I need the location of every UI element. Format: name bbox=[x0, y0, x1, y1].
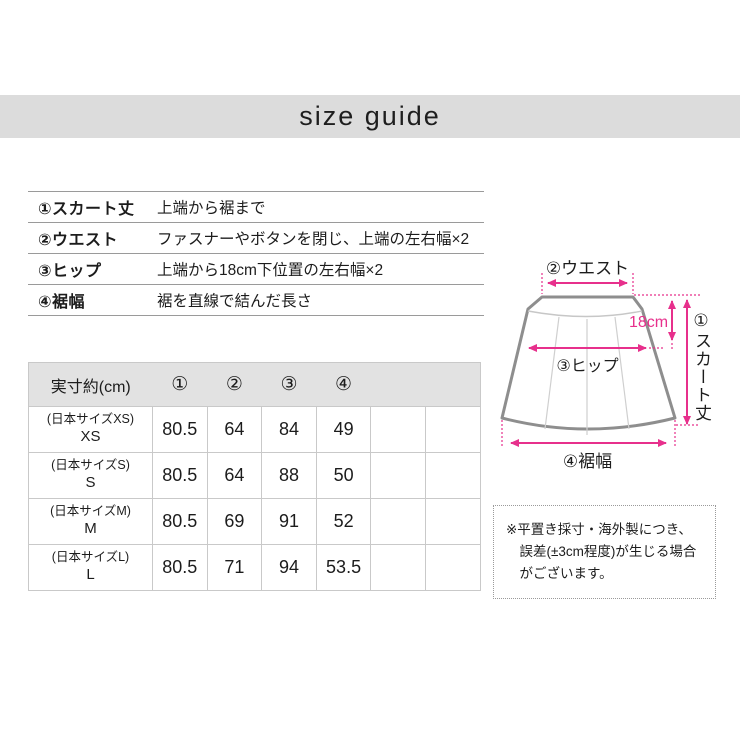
size-cell bbox=[370, 544, 426, 591]
waistband-seam-line bbox=[527, 310, 643, 318]
note-line: 誤差(±3cm程度)が生じる場合 bbox=[519, 543, 697, 559]
size-cell bbox=[370, 452, 426, 499]
size-row-size: M bbox=[84, 519, 97, 537]
size-cell: 64 bbox=[206, 406, 263, 453]
size-row-s: (日本サイズS) S 80.5 64 88 50 bbox=[28, 452, 481, 499]
legend-term: ③ヒップ bbox=[38, 263, 102, 280]
size-cell: 80.5 bbox=[152, 406, 208, 453]
size-cell bbox=[424, 452, 481, 499]
size-cell bbox=[424, 406, 481, 453]
size-row-label: (日本サイズL) L bbox=[28, 544, 153, 591]
legend-desc: 裾を直線で結んだ長さ bbox=[157, 293, 313, 310]
size-row-size: L bbox=[86, 565, 95, 583]
legend-term: ④裾幅 bbox=[38, 294, 86, 311]
col-header-5 bbox=[370, 362, 426, 407]
size-cell bbox=[370, 498, 426, 545]
size-row-jp-label: (日本サイズS) bbox=[51, 458, 130, 473]
legend-term: ①スカート丈 bbox=[38, 201, 135, 218]
size-row-label: (日本サイズXS) XS bbox=[28, 406, 153, 453]
size-cell: 69 bbox=[206, 498, 263, 545]
col-header-3: ③ bbox=[261, 362, 317, 407]
size-row-size: S bbox=[85, 473, 96, 491]
title-band: size guide bbox=[0, 95, 740, 138]
size-row-xs: (日本サイズXS) XS 80.5 64 84 49 bbox=[28, 406, 481, 453]
col-header-2: ② bbox=[207, 362, 262, 407]
legend-row: ①スカート丈 上端から裾まで bbox=[28, 191, 484, 222]
legend-row: ②ウエスト ファスナーやボタンを閉じ、上端の左右幅×2 bbox=[28, 222, 484, 253]
col-header-1: ① bbox=[152, 362, 208, 407]
legend-desc: 上端から裾まで bbox=[157, 200, 266, 217]
hip-label: ③ヒップ bbox=[556, 358, 619, 375]
size-row-label: (日本サイズS) S bbox=[28, 452, 153, 499]
legend-term: ②ウエスト bbox=[38, 232, 119, 249]
size-cell: 53.5 bbox=[315, 544, 372, 591]
waist-label: ②ウエスト bbox=[545, 259, 630, 278]
skirt-panel-line bbox=[614, 316, 630, 430]
col-header-6 bbox=[425, 362, 481, 407]
size-row-jp-label: (日本サイズL) bbox=[51, 550, 130, 565]
skirt-length-label: ①スカート丈 bbox=[692, 311, 711, 422]
col-header-4: ④ bbox=[316, 362, 371, 407]
size-row-jp-label: (日本サイズXS) bbox=[46, 412, 135, 427]
size-cell: 84 bbox=[261, 406, 317, 453]
legend-desc: 上端から18cm下位置の左右幅×2 bbox=[157, 262, 384, 279]
size-cell: 88 bbox=[261, 452, 317, 499]
size-cell: 80.5 bbox=[152, 452, 208, 499]
hip-depth-label: 18cm bbox=[629, 314, 669, 331]
measurement-note: ※平置き採寸・海外製につき、 誤差(±3cm程度)が生じる場合 がございます。 bbox=[493, 505, 716, 599]
skirt-panel-line bbox=[544, 316, 560, 430]
skirt-outline bbox=[500, 295, 677, 431]
size-cell: 52 bbox=[315, 498, 372, 545]
size-table-header-row: 実寸約(cm) ① ② ③ ④ bbox=[28, 362, 481, 407]
size-row-label: (日本サイズM) M bbox=[28, 498, 153, 545]
size-row-l: (日本サイズL) L 80.5 71 94 53.5 bbox=[28, 544, 481, 591]
size-table: 実寸約(cm) ① ② ③ ④ (日本サイズXS) XS 80.5 64 84 … bbox=[28, 362, 481, 591]
size-cell: 49 bbox=[315, 406, 372, 453]
size-cell bbox=[424, 544, 481, 591]
page-title: size guide bbox=[299, 101, 441, 131]
size-cell: 91 bbox=[261, 498, 317, 545]
legend-row: ④裾幅 裾を直線で結んだ長さ bbox=[28, 284, 484, 315]
size-row-jp-label: (日本サイズM) bbox=[50, 504, 131, 519]
size-cell: 94 bbox=[261, 544, 317, 591]
legend-row: ③ヒップ 上端から18cm下位置の左右幅×2 bbox=[28, 253, 484, 284]
size-cell bbox=[370, 406, 426, 453]
size-cell: 71 bbox=[206, 544, 263, 591]
note-line: がございます。 bbox=[519, 565, 613, 581]
skirt-diagram: ②ウエスト ③ヒップ 18cm ①スカート丈 ④裾幅 bbox=[488, 243, 740, 478]
size-cell: 64 bbox=[206, 452, 263, 499]
measurement-legend: ①スカート丈 上端から裾まで ②ウエスト ファスナーやボタンを閉じ、上端の左右幅… bbox=[28, 191, 484, 316]
size-cell: 80.5 bbox=[152, 544, 208, 591]
size-cell: 50 bbox=[315, 452, 372, 499]
size-row-size: XS bbox=[80, 427, 101, 445]
size-table-unit-header: 実寸約(cm) bbox=[28, 362, 153, 407]
size-cell: 80.5 bbox=[152, 498, 208, 545]
size-row-m: (日本サイズM) M 80.5 69 91 52 bbox=[28, 498, 481, 545]
note-line: ※平置き採寸・海外製につき、 bbox=[506, 522, 692, 537]
size-cell bbox=[424, 498, 481, 545]
skirt-diagram-graphic bbox=[500, 273, 700, 447]
hem-width-label: ④裾幅 bbox=[562, 452, 613, 471]
legend-desc: ファスナーやボタンを閉じ、上端の左右幅×2 bbox=[157, 231, 470, 248]
